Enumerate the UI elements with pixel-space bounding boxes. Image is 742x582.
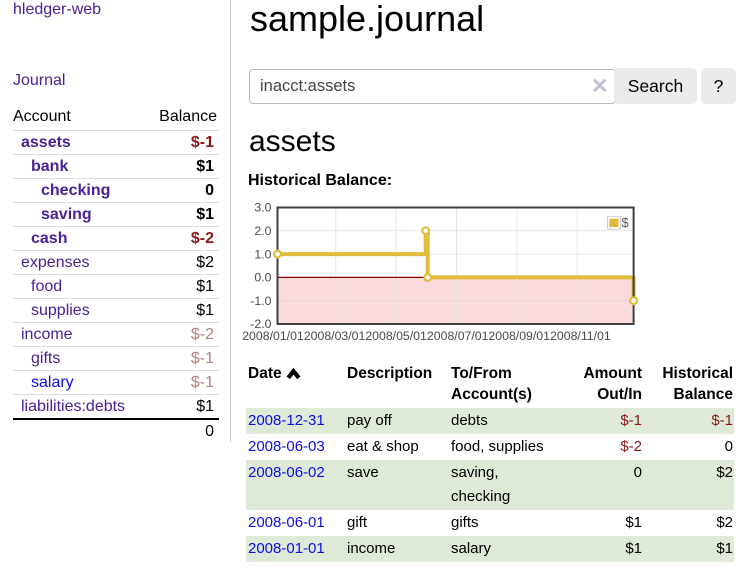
svg-text:2008/09/01: 2008/09/01: [488, 329, 550, 343]
svg-text:-2.0: -2.0: [250, 317, 271, 331]
svg-text:2008/01/01: 2008/01/01: [242, 329, 304, 343]
svg-text:3.0: 3.0: [254, 201, 271, 215]
svg-text:2008/05/01: 2008/05/01: [365, 329, 427, 343]
svg-text:-1.0: -1.0: [250, 294, 271, 308]
svg-text:2008/03/01: 2008/03/01: [304, 329, 366, 343]
svg-text:2008/07/01: 2008/07/01: [427, 329, 489, 343]
svg-text:2008/11/01: 2008/11/01: [550, 329, 611, 343]
svg-text:2.0: 2.0: [254, 224, 271, 238]
svg-text:0.0: 0.0: [254, 271, 271, 285]
svg-text:1.0: 1.0: [254, 247, 271, 261]
svg-text:$: $: [622, 215, 630, 230]
